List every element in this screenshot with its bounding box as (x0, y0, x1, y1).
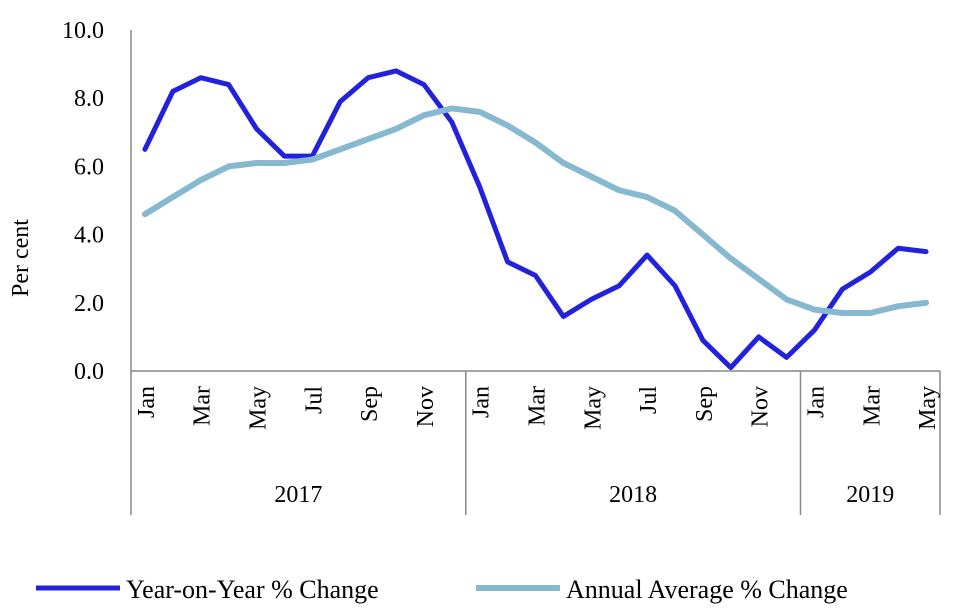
x-tick-label: Sep (692, 386, 718, 422)
x-axis-month-labels: Jan Mar May Jul Sep Nov Jan Mar May Jul Sep Nov Jan M… (134, 386, 941, 430)
y-tick-label: 4.0 (74, 223, 104, 249)
axes (130, 30, 941, 515)
series-line-year-on-year (142, 68, 929, 371)
x-axis-year-labels: 2017 2018 2019 (274, 482, 894, 508)
y-tick-label: 6.0 (74, 154, 104, 180)
x-tick-label: Jan (803, 386, 829, 418)
x-tick-label: Jul (636, 386, 662, 414)
x-tick-label: Sep (357, 386, 383, 422)
y-tick-label: 0.0 (74, 359, 104, 385)
series-lines (141, 68, 930, 371)
y-axis-ticks: 0.0 2.0 4.0 6.0 8.0 10.0 (62, 18, 104, 385)
x-tick-label: Jan (469, 386, 495, 418)
legend-label: Year-on-Year % Change (126, 575, 379, 604)
year-label: 2017 (274, 482, 322, 508)
series-line-annual-average (141, 105, 930, 317)
legend: Year-on-Year % Change Annual Average % Ch… (36, 575, 848, 604)
x-tick-label: May (580, 386, 606, 430)
y-tick-label: 8.0 (74, 86, 104, 112)
x-tick-label: Jul (301, 386, 327, 414)
year-label: 2018 (609, 482, 657, 508)
x-tick-label: Nov (413, 386, 439, 427)
x-tick-label: Nov (748, 386, 774, 427)
year-label: 2019 (846, 482, 894, 508)
x-tick-label: Mar (525, 386, 551, 426)
x-tick-label: Mar (859, 386, 885, 426)
x-tick-label: May (246, 386, 272, 430)
legend-label: Annual Average % Change (566, 575, 848, 604)
y-tick-label: 2.0 (74, 291, 104, 317)
y-tick-label: 10.0 (62, 18, 104, 44)
x-tick-label: Jan (134, 386, 160, 418)
x-tick-label: Mar (190, 386, 216, 426)
x-tick-label: May (915, 386, 941, 430)
y-axis-title: Per cent (8, 219, 34, 297)
